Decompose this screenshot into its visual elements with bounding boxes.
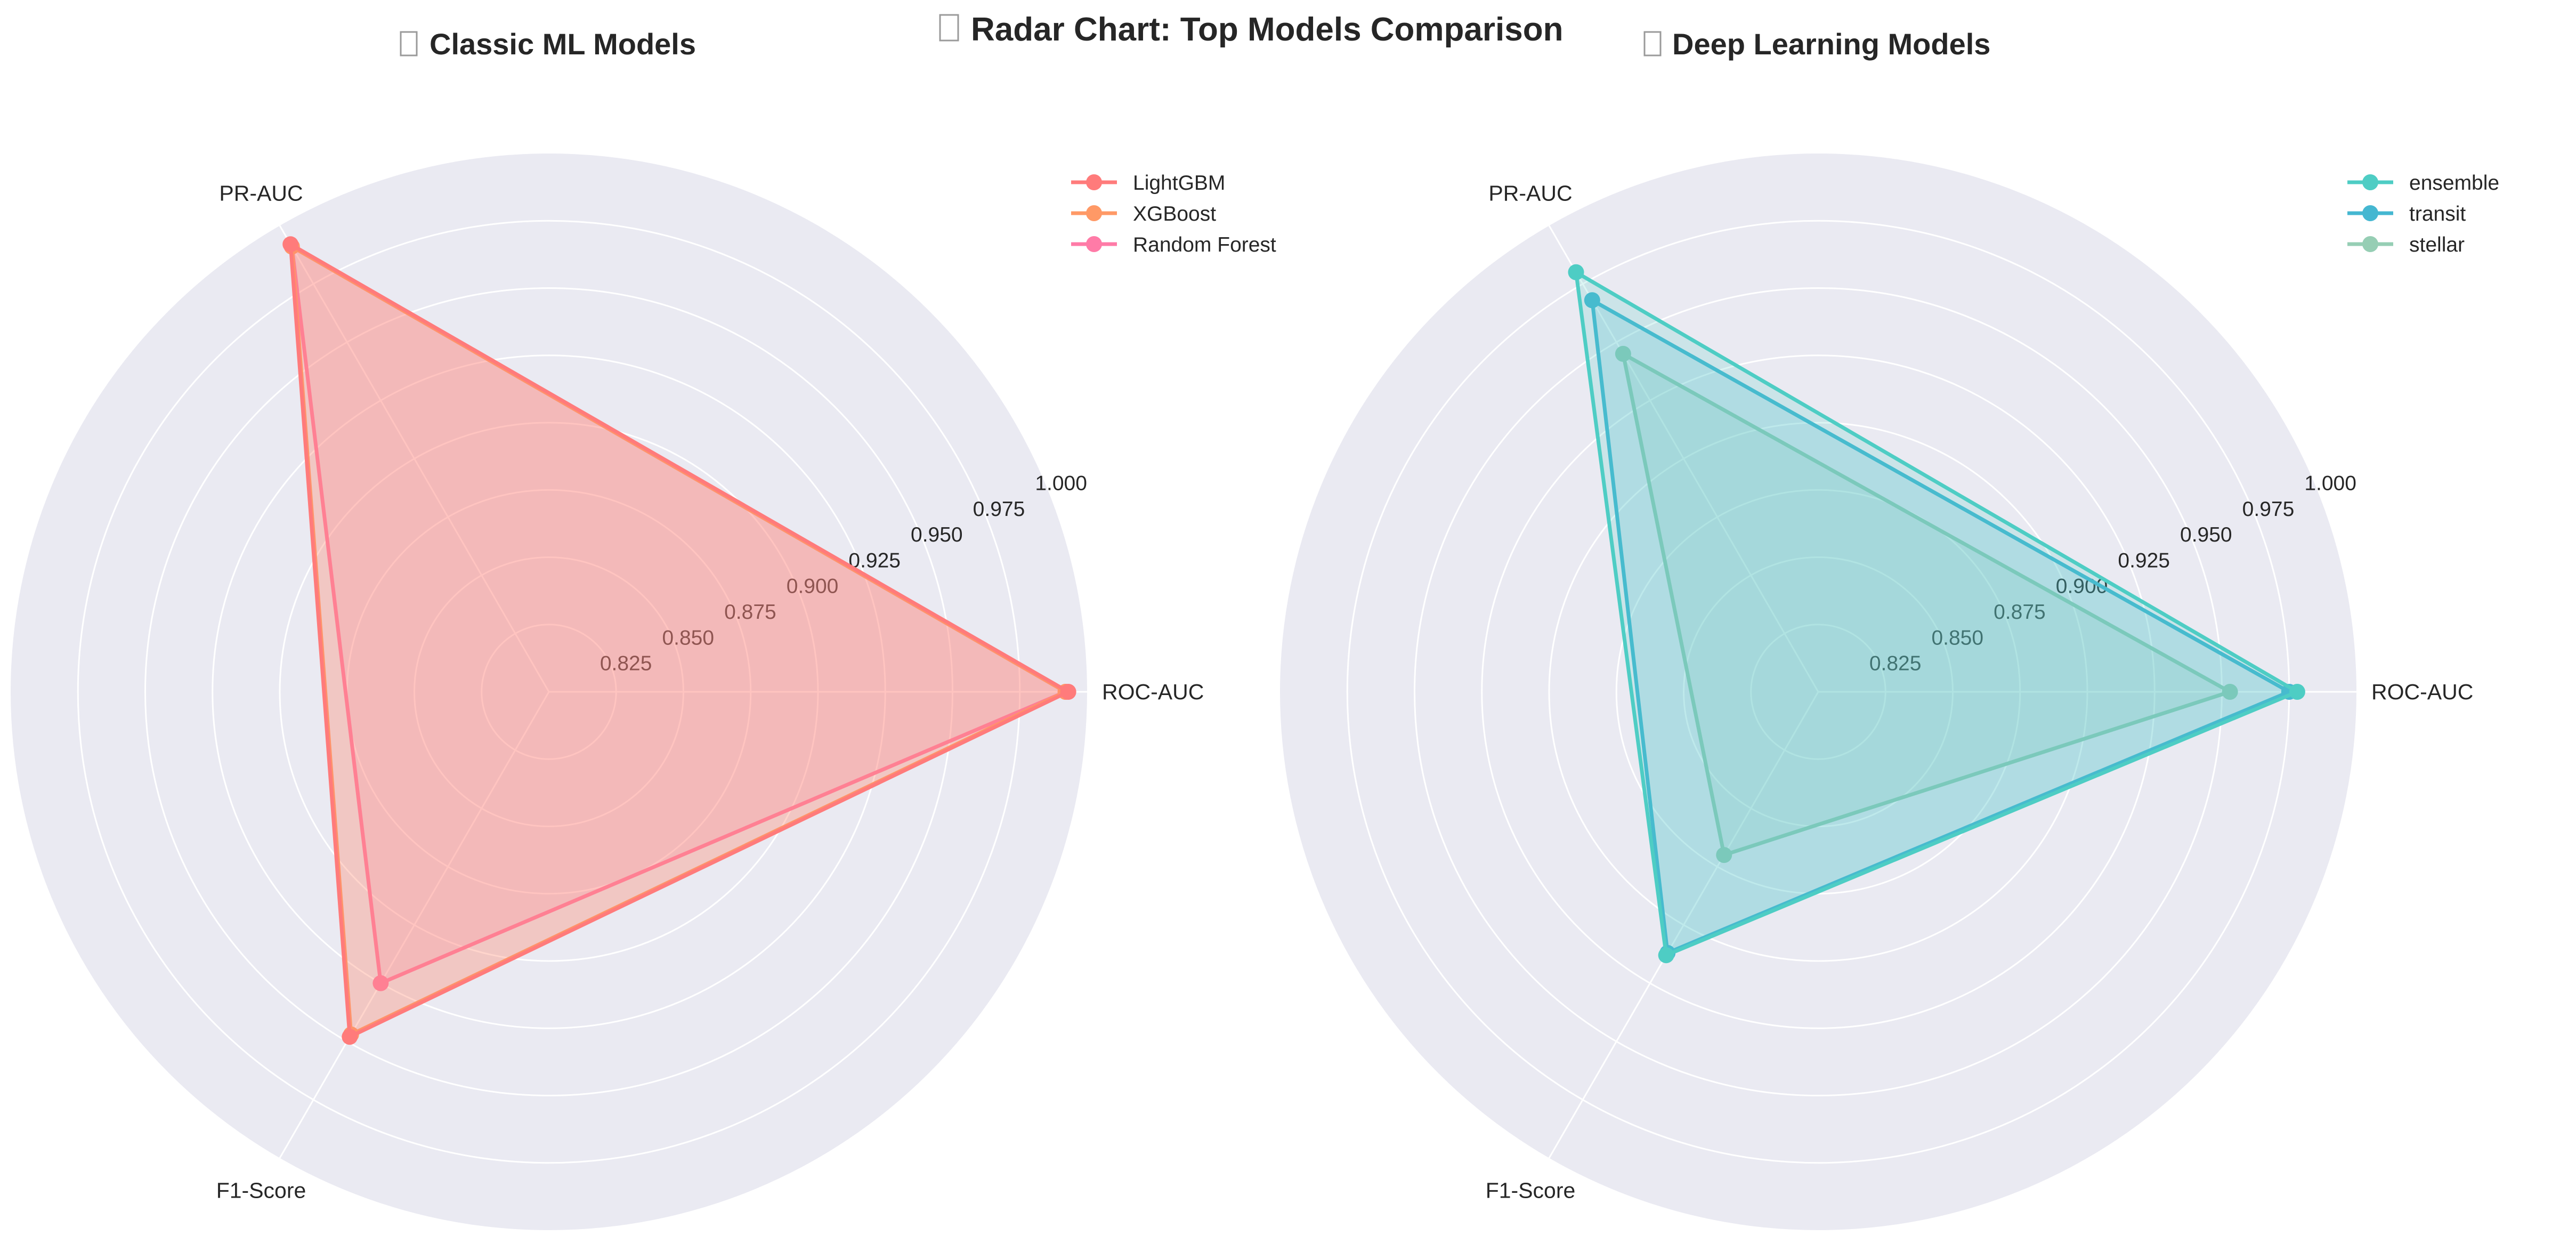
radar-series [282, 236, 1076, 1045]
data-point-lightgbm [282, 236, 299, 253]
data-point-stellar [1716, 847, 1732, 863]
axis-label-pr-auc: PR-AUC [219, 181, 303, 206]
radar-legend: LightGBM XGBoost Random Forest [1071, 172, 1276, 256]
classic-ml-radar-panel: Classic ML Models ROC-AUC PR-AUC F1-Score 0… [11, 27, 1276, 1230]
legend-label-xgboost: XGBoost [1133, 203, 1216, 225]
axis-label-roc-auc: ROC-AUC [2371, 680, 2473, 704]
data-point-lightgbm [1060, 684, 1076, 700]
radar-spoke [279, 691, 550, 1159]
radial-tick-label: 0.850 [662, 626, 714, 649]
series-polygon-transit [1590, 298, 2291, 955]
axis-label-f1-score: F1-Score [1486, 1178, 1576, 1202]
data-point-stellar [1615, 345, 1631, 362]
data-point-transit [1584, 292, 1600, 309]
data-point-ensemble [2289, 684, 2305, 700]
legend-label-stellar: stellar [2409, 233, 2465, 256]
radial-tick-label: 0.975 [2242, 498, 2295, 521]
data-point-stellar [2222, 684, 2238, 700]
figure-title: Radar Chart: Top Models Comparison [971, 11, 1564, 48]
deep-learning-radar-panel: Deep Learning Models ROC-AUC PR-AUC F1-Sco… [1280, 27, 2499, 1230]
radial-tick-label: 0.825 [600, 652, 652, 675]
data-point-ensemble [1568, 264, 1584, 280]
legend-marker-transit [2362, 205, 2378, 221]
panel-emoji-icon [1643, 31, 1662, 56]
axis-label-pr-auc: PR-AUC [1488, 181, 1572, 206]
series-polygon-ensemble [1574, 270, 2299, 957]
radar-grid: ROC-AUCPR-AUCF1-Score0.8250.8500.8750.90… [1280, 154, 2473, 1230]
radial-tick-label: 0.900 [787, 575, 839, 598]
panel-title-classic-ml: Classic ML Models [430, 27, 696, 61]
radial-tick-label: 0.975 [973, 498, 1025, 521]
legend-marker-xgboost [1086, 205, 1102, 221]
chart-emoji-icon [939, 14, 959, 42]
data-point-ensemble [1658, 947, 1674, 964]
radial-tick-label: 0.875 [1994, 601, 2046, 624]
figure-title-group: Radar Chart: Top Models Comparison [939, 11, 1564, 48]
legend-label-ensemble: ensemble [2409, 172, 2499, 195]
radar-grid: ROC-AUC PR-AUC F1-Score 0.825 0.850 0.875 0.90… [11, 154, 1204, 1230]
radar-spoke [1548, 691, 1819, 1159]
radar-spoke [279, 225, 550, 692]
radar-series [1568, 264, 2305, 964]
radial-tick-label: 0.850 [1931, 626, 1983, 649]
legend-marker-lightgbm [1086, 174, 1102, 190]
legend-marker-ensemble [2362, 174, 2378, 190]
radial-tick-label: 0.825 [1869, 652, 1922, 675]
legend-label-random-forest: Random Forest [1133, 233, 1276, 256]
data-point-random-forest [372, 975, 389, 991]
axis-label-roc-auc: ROC-AUC [1102, 680, 1204, 704]
legend-marker-random-forest [1086, 236, 1102, 252]
data-point-lightgbm [342, 1029, 358, 1045]
radial-tick-label: 1.000 [2304, 472, 2356, 495]
series-polygon-stellar [1621, 352, 2232, 857]
radial-tick-label: 0.950 [2180, 523, 2232, 546]
panel-title-deep-learning: Deep Learning Models [1672, 27, 1990, 61]
radial-tick-label: 1.000 [1035, 472, 1087, 495]
legend-marker-stellar [2362, 236, 2378, 252]
series-polygon-lightgbm [288, 242, 1071, 1039]
legend-label-lightgbm: LightGBM [1133, 172, 1225, 195]
axis-label-f1-score: F1-Score [216, 1178, 306, 1202]
panel-emoji-icon [400, 31, 418, 56]
radial-tick-label: 0.925 [2118, 549, 2170, 572]
legend-label-transit: transit [2409, 203, 2466, 225]
radar-legend: ensemble transit stellar [2347, 172, 2499, 256]
radial-tick-label: 0.950 [911, 523, 963, 546]
radial-tick-label: 0.875 [724, 601, 776, 624]
